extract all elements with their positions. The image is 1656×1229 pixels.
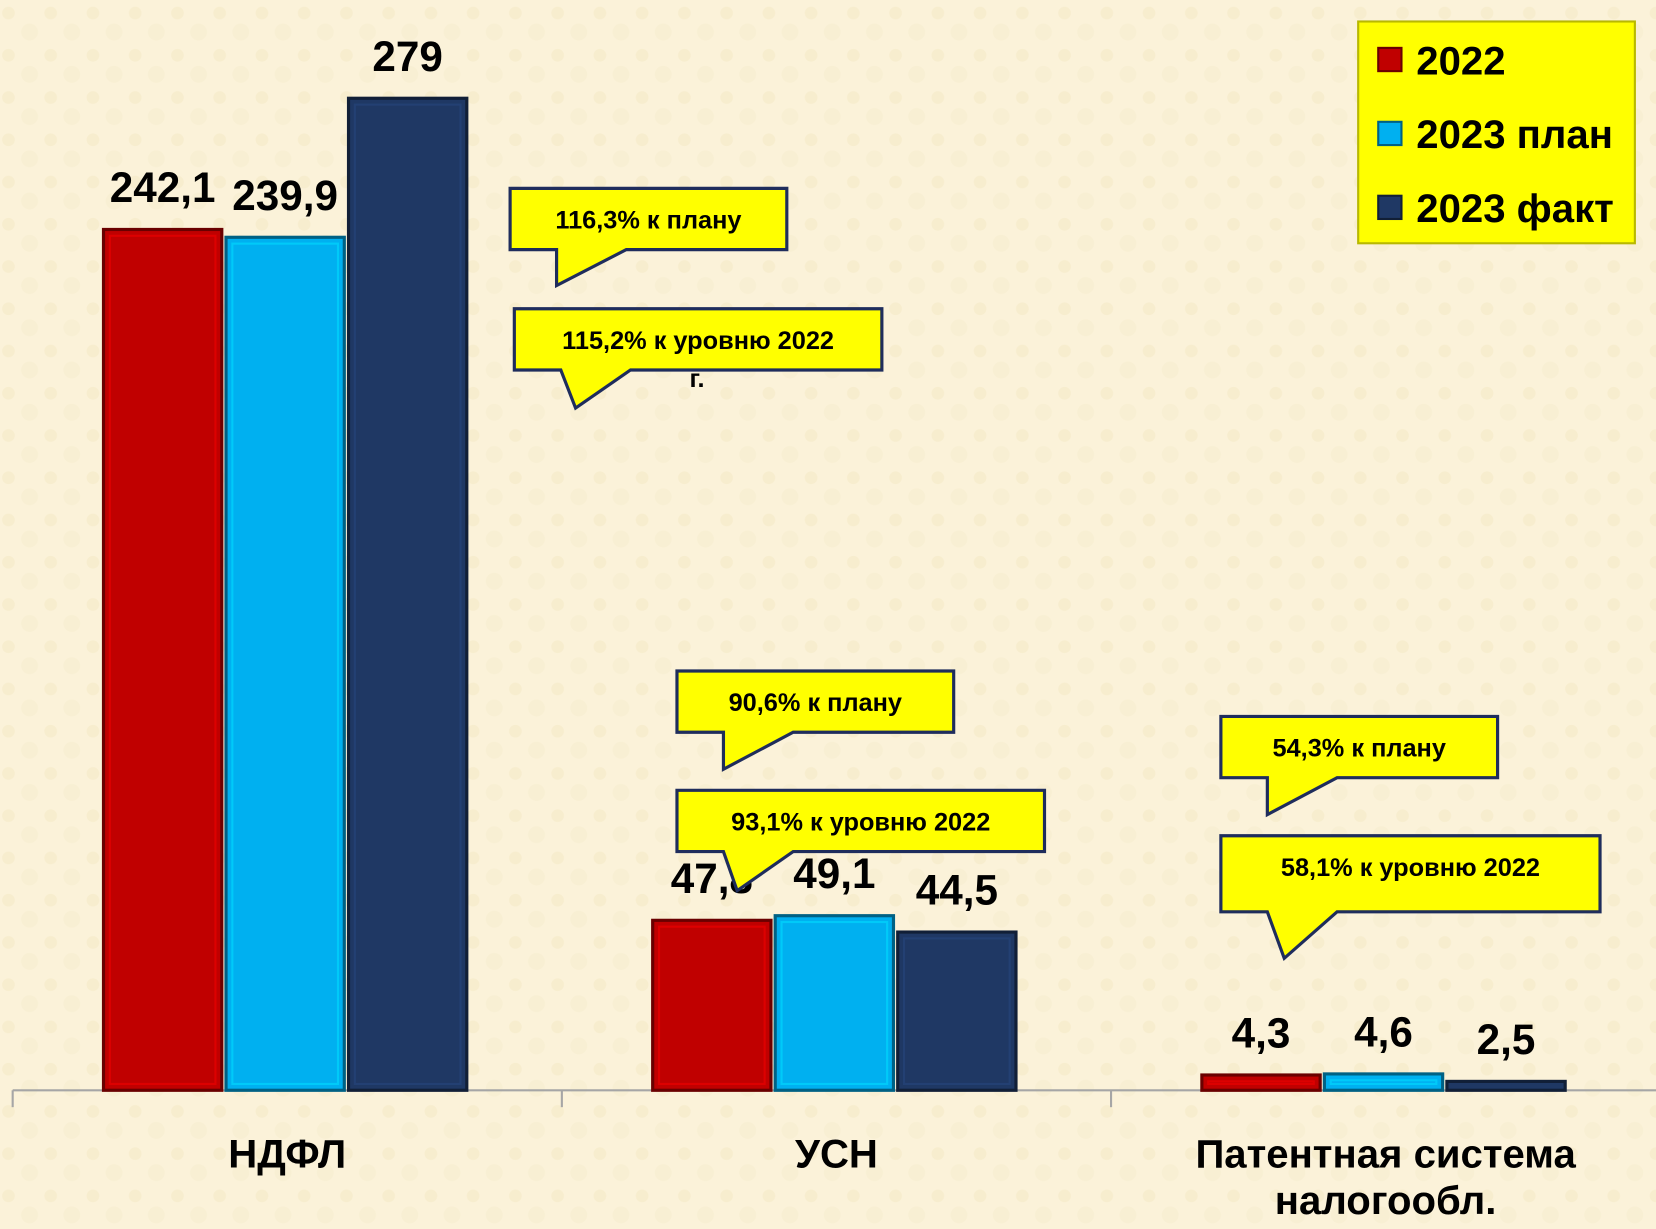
annotation-text: 115,2% к уровню 2022 <box>562 327 834 355</box>
annotation-text: г. <box>690 365 705 393</box>
legend-label: 2023 план <box>1416 112 1613 157</box>
legend-label: 2023 факт <box>1416 186 1614 231</box>
annotation-text: 90,6% к плану <box>729 689 902 717</box>
callout <box>1219 834 1602 961</box>
annotation-text: 93,1% к уровню 2022 <box>731 808 990 836</box>
bar <box>224 235 346 1092</box>
data-label: 2,5 <box>1477 1016 1536 1063</box>
bar <box>1322 1072 1445 1092</box>
x-tick-label: Патентная система налогообл. <box>1195 1131 1576 1222</box>
bar-bevel <box>1207 1080 1315 1086</box>
data-label: 242,1 <box>110 164 216 211</box>
callout <box>508 186 789 289</box>
data-label: 279 <box>372 33 442 80</box>
data-label: 49,1 <box>793 850 875 897</box>
bar-bevel <box>780 920 889 1086</box>
data-label: 239,9 <box>232 172 338 219</box>
annotation-text: 116,3% к плану <box>555 206 741 234</box>
bar <box>896 930 1018 1092</box>
bar <box>773 914 896 1092</box>
data-label: 44,5 <box>916 867 998 914</box>
callout <box>1219 714 1500 818</box>
bar-bevel <box>902 937 1011 1086</box>
x-tick-label: УСН <box>795 1131 878 1176</box>
bar <box>651 918 773 1092</box>
callout <box>512 307 884 411</box>
bar-bevel <box>1329 1079 1438 1086</box>
bar <box>101 227 224 1092</box>
x-tick-label: НДФЛ <box>228 1131 346 1176</box>
bar <box>1445 1079 1567 1092</box>
legend-swatch <box>1377 194 1403 221</box>
legend-swatch <box>1377 46 1403 73</box>
bar <box>1200 1073 1322 1092</box>
bar <box>346 96 469 1092</box>
annotation-text: 54,3% к плану <box>1273 735 1446 763</box>
bar-bevel <box>108 234 217 1086</box>
data-label: 4,6 <box>1354 1008 1413 1055</box>
bar-bevel <box>353 103 462 1086</box>
callout <box>675 669 956 772</box>
annotation-text: 58,1% к уровню 2022 <box>1281 854 1540 882</box>
bar-bevel <box>657 925 766 1086</box>
bar-bevel <box>231 242 340 1086</box>
legend-box <box>1357 20 1636 245</box>
legend-swatch <box>1377 120 1403 147</box>
legend-label: 2022 <box>1416 38 1505 83</box>
callout <box>675 788 1047 894</box>
data-label: 4,3 <box>1232 1010 1291 1057</box>
